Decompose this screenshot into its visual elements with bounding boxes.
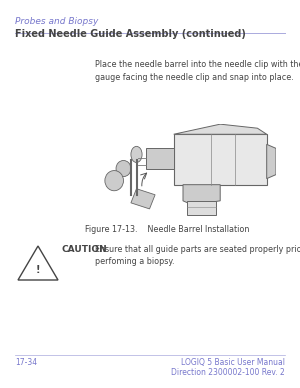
- Text: Figure 17-13.    Needle Barrel Installation: Figure 17-13. Needle Barrel Installation: [85, 225, 249, 234]
- Polygon shape: [174, 134, 267, 185]
- Polygon shape: [183, 185, 220, 205]
- Text: Fixed Needle Guide Assembly (continued): Fixed Needle Guide Assembly (continued): [15, 29, 246, 39]
- Text: Direction 2300002-100 Rev. 2: Direction 2300002-100 Rev. 2: [171, 368, 285, 377]
- Polygon shape: [131, 189, 155, 209]
- Polygon shape: [267, 144, 276, 178]
- Text: Ensure that all guide parts are seated properly prior to
perfoming a biopsy.: Ensure that all guide parts are seated p…: [95, 245, 300, 267]
- Circle shape: [105, 171, 124, 191]
- Text: !: !: [36, 265, 40, 275]
- Text: 17-34: 17-34: [15, 358, 37, 367]
- Polygon shape: [146, 148, 174, 168]
- Ellipse shape: [131, 146, 142, 163]
- Circle shape: [116, 161, 131, 177]
- Polygon shape: [174, 124, 267, 134]
- Text: Probes and Biopsy: Probes and Biopsy: [15, 17, 98, 26]
- Text: LOGIQ 5 Basic User Manual: LOGIQ 5 Basic User Manual: [181, 358, 285, 367]
- Text: Place the needle barrel into the needle clip with the desired
gauge facing the n: Place the needle barrel into the needle …: [95, 60, 300, 81]
- Polygon shape: [187, 201, 217, 215]
- Polygon shape: [18, 246, 58, 280]
- Text: CAUTION: CAUTION: [62, 245, 108, 254]
